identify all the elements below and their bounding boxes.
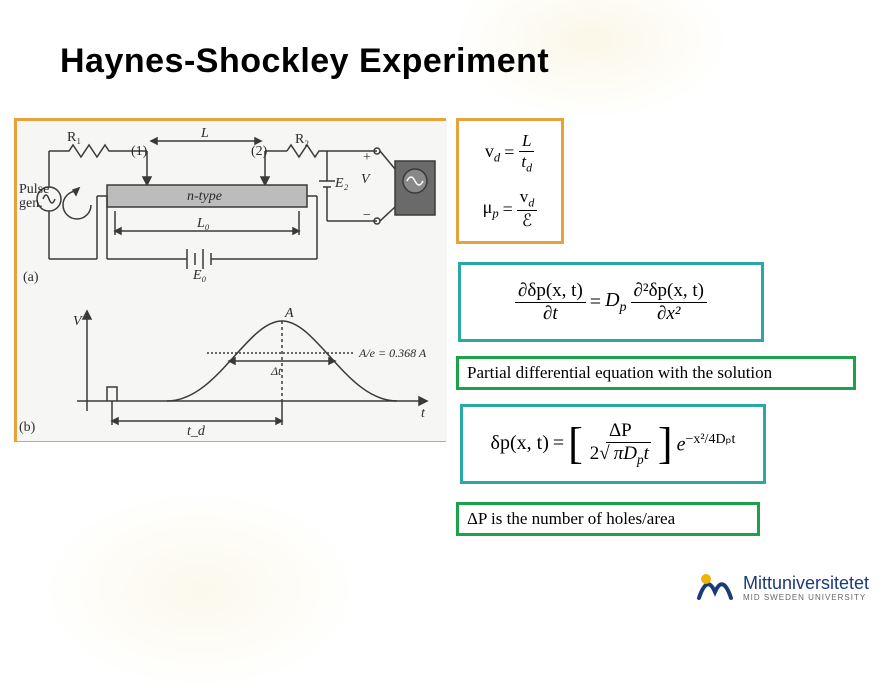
logo-sub-text: MID SWEDEN UNIVERSITY <box>743 594 869 602</box>
university-logo: Mittuniversitetet MID SWEDEN UNIVERSITY <box>695 568 869 608</box>
eq-mobility: μp = vd ℰ <box>483 187 538 231</box>
delta-p-caption: ΔP is the number of holes/area <box>456 502 760 536</box>
logo-main-text: Mittuniversitetet <box>743 574 869 592</box>
label-r2: R₂ <box>295 132 309 147</box>
bg-accent-bottom <box>40 490 360 690</box>
label-a: (a) <box>23 270 39 285</box>
slide-title: Haynes-Shockley Experiment <box>60 42 549 81</box>
label-node2: (2) <box>251 144 268 159</box>
label-ntype: n-type <box>187 189 222 204</box>
label-minus: − <box>363 208 371 223</box>
label-td: t_d <box>187 424 206 439</box>
circuit-svg: Pulsegen. R₁ (1) L (2) R₂ n-type L₀ E₀ E… <box>17 121 447 441</box>
pde-caption-text: Partial differential equation with the s… <box>467 363 772 383</box>
label-plus: + <box>363 150 371 165</box>
eq-diffusion-pde: ∂δp(x, t) ∂t = Dp ∂²δp(x, t) ∂x² <box>515 280 707 325</box>
eq-drift-velocity: vd = L td <box>485 131 535 175</box>
solution-formula-box: δp(x, t) = [ ΔP 2πDpt ] e−x²/4Dₚt <box>460 404 766 484</box>
velocity-formula-box: vd = L td μp = vd ℰ <box>456 118 564 244</box>
label-r1: R₁ <box>67 130 81 145</box>
label-Dt: Δt <box>270 364 282 378</box>
circuit-figure: Pulsegen. R₁ (1) L (2) R₂ n-type L₀ E₀ E… <box>14 118 446 442</box>
label-L: L <box>200 126 209 141</box>
delta-p-caption-text: ΔP is the number of holes/area <box>467 509 675 529</box>
label-E2: E₂ <box>334 176 349 191</box>
eq-solution: δp(x, t) = [ ΔP 2πDpt ] e−x²/4Dₚt <box>491 420 736 468</box>
label-V: V <box>361 172 371 187</box>
label-A: A <box>284 306 294 321</box>
label-E0: E₀ <box>192 268 207 283</box>
pde-formula-box: ∂δp(x, t) ∂t = Dp ∂²δp(x, t) ∂x² <box>458 262 764 342</box>
label-b: (b) <box>19 420 36 435</box>
label-node1: (1) <box>131 144 148 159</box>
label-Vaxis: V <box>73 314 83 329</box>
label-Ae: A/e = 0.368 A <box>358 346 427 360</box>
label-L0: L₀ <box>196 216 210 231</box>
pde-caption: Partial differential equation with the s… <box>456 356 856 390</box>
logo-icon <box>695 568 735 608</box>
